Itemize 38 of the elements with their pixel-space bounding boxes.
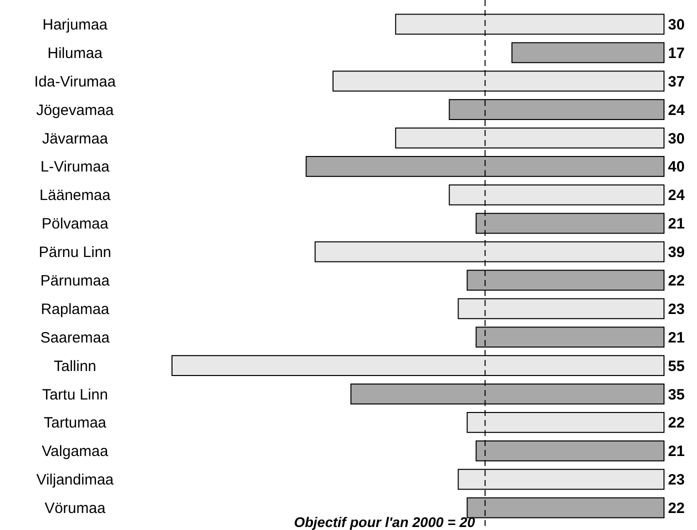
y-tick-label: Saaremaa [40,329,110,346]
y-tick-label: Jävarmaa [42,130,109,148]
data-label: 40 [668,158,685,176]
data-label: 21 [668,329,685,346]
y-tick-label: Jögevamaa [36,102,114,119]
data-label: 22 [668,272,685,290]
y-tick-label: Valgamaa [42,443,109,460]
data-label: 35 [668,386,685,404]
data-label: 39 [668,244,685,262]
data-label: 17 [668,44,685,62]
bar [511,42,664,64]
y-tick-label: Pärnumaa [40,272,110,290]
y-tick-label: L-Virumaa [40,158,110,176]
y-tick-label: Tartu Linn [42,386,108,404]
data-label: 30 [668,16,685,34]
y-tick-label: Pölvamaa [42,216,110,233]
y-tick-label: Ida-Virumaa [34,73,116,90]
y-tick-label: Vörumaa [44,500,106,518]
data-label: 23 [668,472,685,489]
y-tick-label: Läänemaa [40,187,112,204]
data-label: 55 [668,358,685,375]
data-label: 37 [668,73,685,90]
data-label: 22 [668,414,685,432]
data-label: 24 [668,102,686,119]
y-tick-label: Harjumaa [42,16,108,34]
data-label: 30 [668,130,685,148]
data-label: 24 [668,187,686,204]
data-label: 23 [668,300,685,318]
y-tick-label: Tartumaa [44,414,107,432]
ref-line-label: Objectif pour l'an 2000 = 20 [294,514,476,530]
data-label: 21 [668,216,685,233]
y-tick-label: Pärnu Linn [38,244,112,262]
y-tick-label: Raplamaa [40,300,110,318]
y-tick-label: Hilumaa [47,44,104,62]
y-tick-label: Tallinn [54,358,96,375]
data-label: 22 [668,500,685,518]
y-tick-label: Viljandimaa [36,472,114,489]
data-label: 21 [668,443,685,460]
